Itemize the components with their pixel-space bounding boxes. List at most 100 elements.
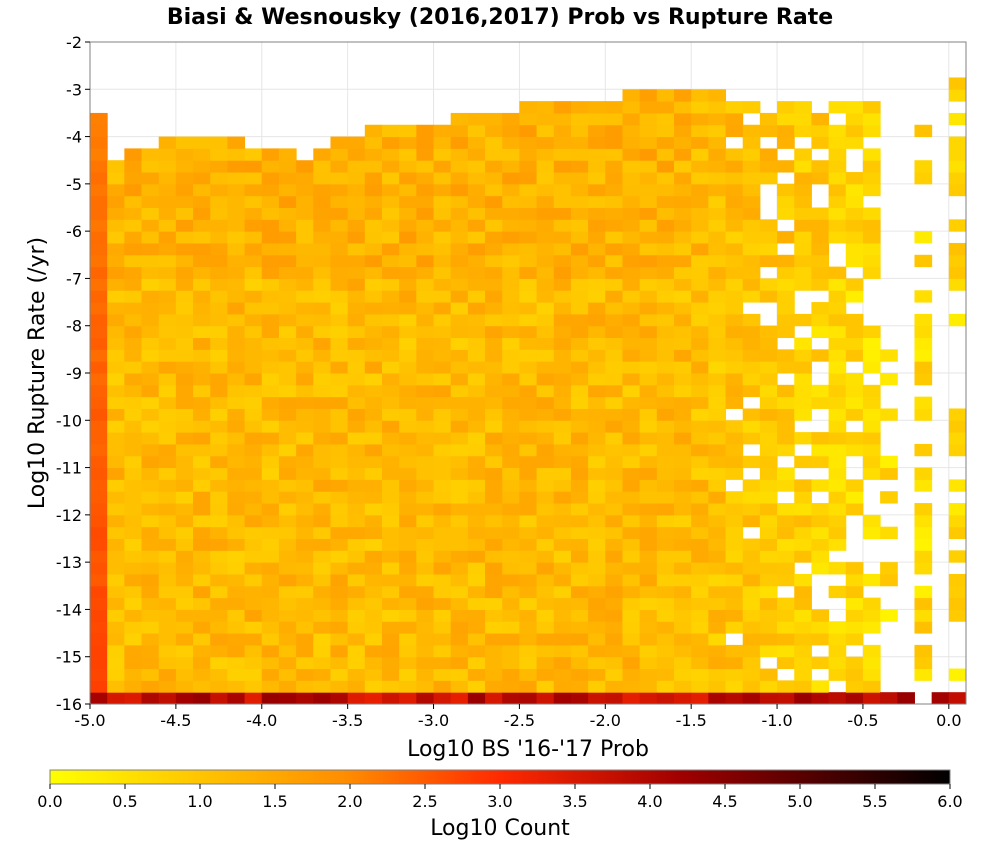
- heatmap-cell: [691, 183, 709, 197]
- heatmap-cell: [759, 526, 778, 539]
- heatmap-cell: [588, 207, 606, 220]
- heatmap-cell: [588, 136, 606, 149]
- heatmap-cell: [210, 136, 228, 149]
- heatmap-cell: [639, 491, 658, 504]
- heatmap-cell: [708, 195, 727, 208]
- heatmap-cell: [639, 337, 658, 350]
- heatmap-cell: [364, 337, 383, 350]
- heatmap-cell: [399, 325, 417, 339]
- heatmap-cell: [811, 656, 830, 670]
- heatmap-cell: [141, 420, 160, 433]
- heatmap-cell: [296, 266, 314, 279]
- heatmap-cell: [777, 290, 795, 303]
- heatmap-cell: [485, 443, 503, 457]
- heatmap-cell: [777, 266, 795, 279]
- heatmap-cell: [639, 302, 658, 315]
- heatmap-cell: [725, 290, 744, 303]
- heatmap-cell: [313, 219, 331, 232]
- heatmap-cell: [656, 621, 675, 634]
- heatmap-cell: [828, 656, 847, 670]
- heatmap-cell: [175, 526, 194, 539]
- heatmap-cell: [244, 219, 263, 232]
- heatmap-cell: [845, 597, 864, 610]
- heatmap-cell: [828, 148, 847, 161]
- heatmap-cell: [502, 443, 520, 457]
- heatmap-cell: [914, 585, 933, 599]
- heatmap-cell: [656, 668, 675, 681]
- heatmap-cell: [296, 633, 314, 646]
- heatmap-cell: [570, 337, 589, 350]
- heatmap-cell: [588, 112, 606, 126]
- heatmap-cell: [588, 443, 606, 457]
- heatmap-cell: [278, 384, 297, 398]
- heatmap-cell: [948, 242, 967, 256]
- heatmap-cell: [107, 384, 125, 398]
- heatmap-cell: [914, 597, 933, 610]
- heatmap-cell: [244, 231, 263, 244]
- heatmap-cell: [158, 420, 177, 433]
- heatmap-cell: [622, 491, 641, 504]
- heatmap-cell: [777, 313, 795, 327]
- heatmap-cell: [347, 455, 366, 469]
- heatmap-cell: [570, 562, 589, 575]
- heatmap-cell: [622, 526, 641, 539]
- heatmap-cell: [588, 183, 606, 197]
- heatmap-cell: [107, 503, 125, 516]
- heatmap-cell: [691, 337, 709, 350]
- heatmap-cell: [90, 124, 108, 138]
- heatmap-cell: [519, 644, 538, 658]
- heatmap-cell: [639, 278, 658, 291]
- heatmap-cell: [261, 668, 280, 681]
- heatmap-cell: [433, 361, 452, 374]
- heatmap-cell: [330, 550, 349, 563]
- heatmap-cell: [227, 633, 246, 646]
- heatmap-cell: [399, 692, 417, 705]
- heatmap-cell: [124, 408, 143, 421]
- heatmap-cell: [622, 514, 641, 528]
- heatmap-cell: [193, 455, 211, 469]
- heatmap-cell: [382, 349, 400, 362]
- heatmap-cell: [811, 562, 830, 575]
- heatmap-cell: [759, 112, 778, 126]
- heatmap-cell: [570, 266, 589, 279]
- heatmap-cell: [416, 680, 435, 693]
- heatmap-cell: [210, 585, 228, 599]
- heatmap-cell: [828, 526, 847, 539]
- heatmap-cell: [553, 550, 572, 563]
- heatmap-cell: [691, 160, 709, 173]
- heatmap-cell: [296, 467, 314, 480]
- heatmap-cell: [313, 408, 331, 421]
- heatmap-cell: [845, 242, 864, 256]
- heatmap-cell: [485, 479, 503, 492]
- heatmap-cell: [862, 337, 881, 350]
- heatmap-cell: [639, 349, 658, 362]
- heatmap-cell: [570, 420, 589, 433]
- heatmap-cell: [175, 361, 194, 374]
- heatmap-cell: [90, 467, 108, 480]
- heatmap-cell: [175, 302, 194, 315]
- heatmap-cell: [296, 562, 314, 575]
- heatmap-cell: [828, 408, 847, 421]
- heatmap-cell: [862, 573, 881, 587]
- heatmap-cell: [90, 656, 108, 670]
- heatmap-cell: [639, 503, 658, 516]
- heatmap-cell: [759, 325, 778, 339]
- heatmap-cell: [759, 278, 778, 291]
- heatmap-cell: [742, 313, 761, 327]
- heatmap-cell: [124, 278, 143, 291]
- heatmap-cell: [519, 621, 538, 634]
- heatmap-cell: [914, 503, 933, 516]
- heatmap-cell: [450, 526, 469, 539]
- heatmap-cell: [502, 633, 520, 646]
- heatmap-cell: [691, 89, 709, 102]
- heatmap-cell: [158, 633, 177, 646]
- heatmap-cell: [485, 254, 503, 268]
- heatmap-cell: [845, 325, 864, 339]
- heatmap-cell: [90, 195, 108, 208]
- heatmap-cell: [124, 325, 143, 339]
- heatmap-cell: [416, 550, 435, 563]
- heatmap-cell: [570, 384, 589, 398]
- heatmap-cell: [193, 384, 211, 398]
- heatmap-cell: [828, 479, 847, 492]
